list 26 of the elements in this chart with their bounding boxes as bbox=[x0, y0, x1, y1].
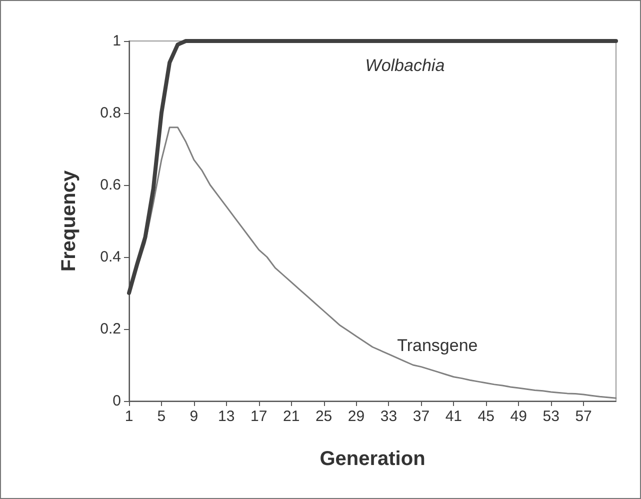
y-tick-label: 0.4 bbox=[100, 248, 121, 266]
y-tick-label: 0.2 bbox=[100, 320, 121, 338]
x-tick-label: 33 bbox=[380, 408, 398, 425]
x-tick-label: 21 bbox=[282, 408, 300, 425]
x-tick-label: 29 bbox=[348, 408, 365, 425]
y-tick-label: 0 bbox=[112, 392, 121, 410]
x-tick-label: 49 bbox=[510, 408, 527, 425]
x-axis-title: Generation bbox=[320, 448, 426, 470]
x-tick-label: 1 bbox=[124, 408, 134, 425]
x-tick-label: 45 bbox=[478, 408, 494, 425]
y-tick-label: 1 bbox=[112, 32, 121, 50]
x-tick-label: 17 bbox=[250, 408, 268, 425]
x-tick-label: 53 bbox=[542, 408, 560, 425]
x-tick-label: 41 bbox=[445, 408, 462, 425]
x-tick-label: 37 bbox=[412, 408, 430, 425]
y-tick-label: 0.6 bbox=[100, 176, 121, 194]
series-label: Wolbachia bbox=[365, 56, 445, 75]
x-tick-label: 57 bbox=[575, 408, 592, 425]
x-tick-label: 5 bbox=[157, 408, 166, 425]
y-axis-title: Frequency bbox=[58, 170, 80, 272]
y-tick-label: 0.8 bbox=[100, 104, 121, 122]
x-tick-label: 13 bbox=[218, 408, 235, 425]
series-label: Transgene bbox=[397, 336, 478, 355]
line-series bbox=[127, 39, 618, 295]
x-tick-label: 25 bbox=[315, 408, 332, 425]
x-tick-label: 9 bbox=[190, 408, 198, 425]
